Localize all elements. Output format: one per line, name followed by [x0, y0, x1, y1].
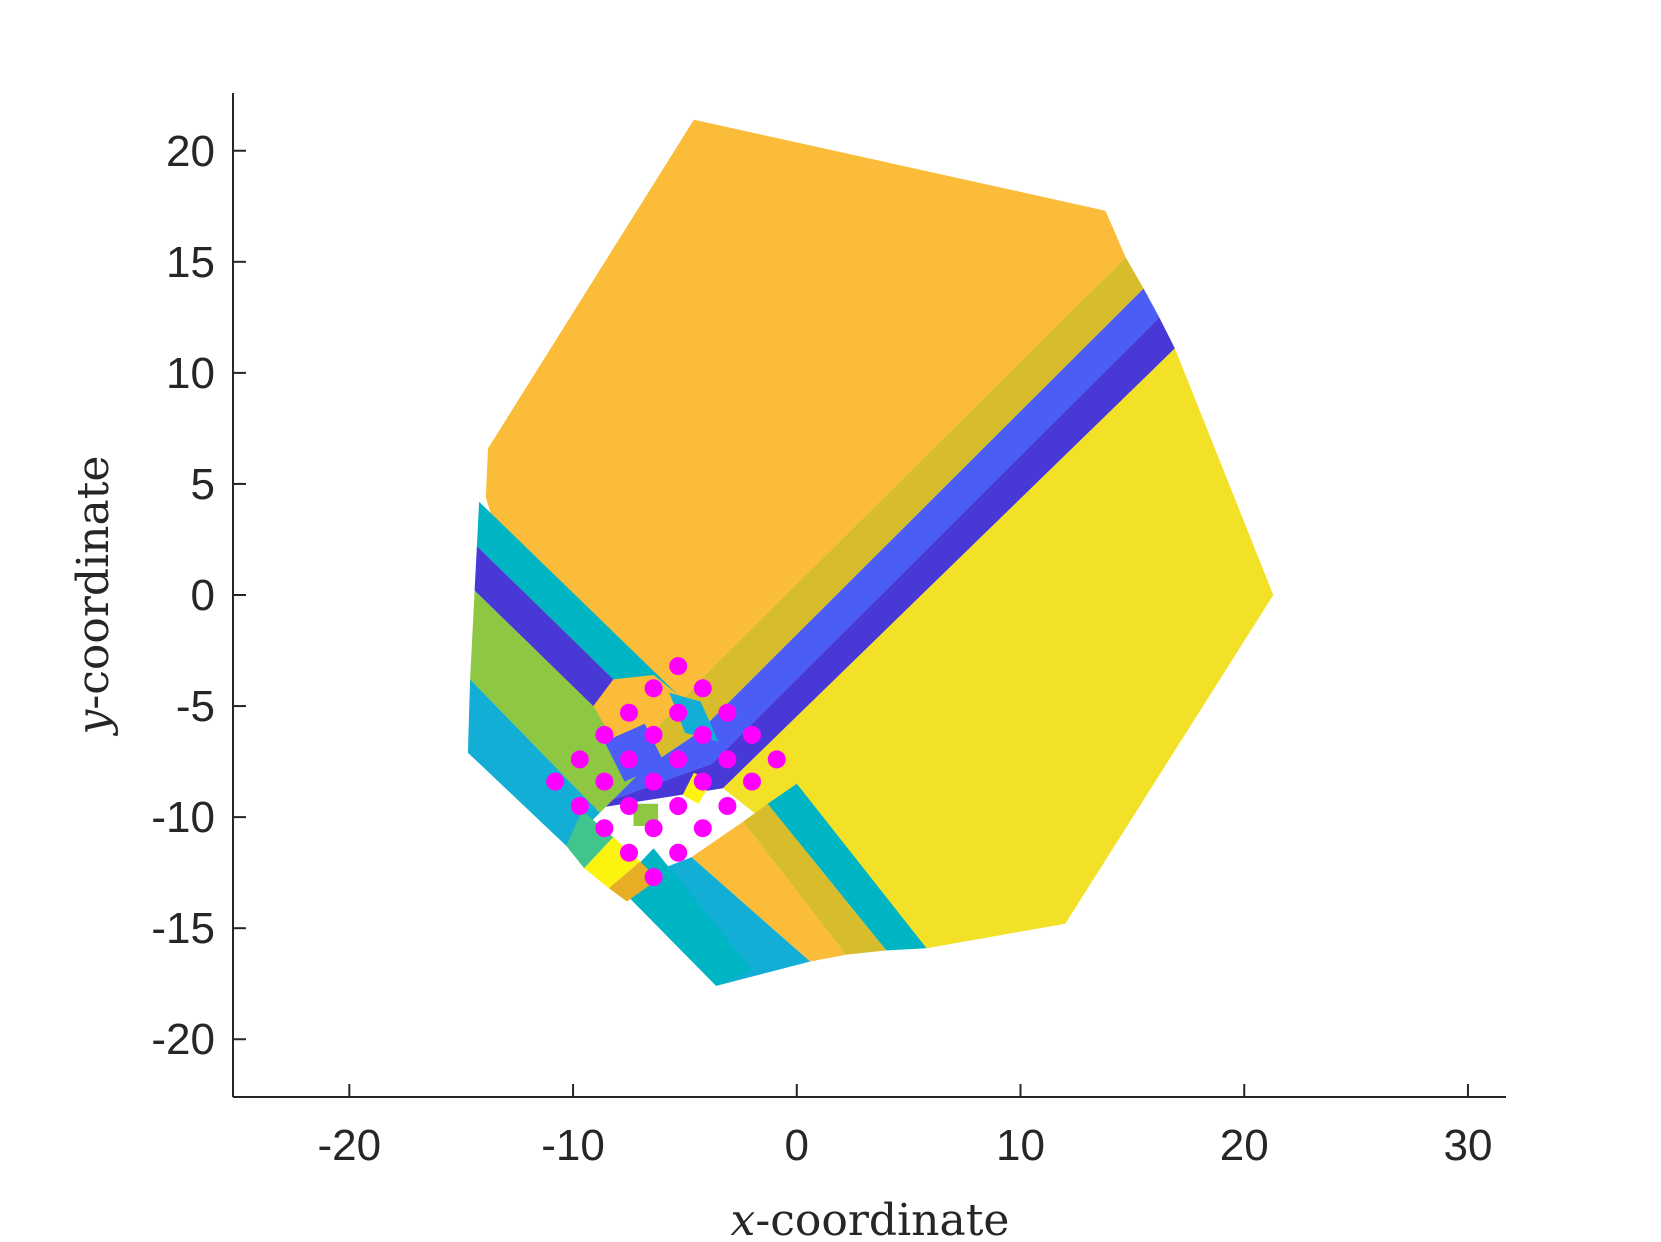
- y-ticks: -20 -15 -10 -5 0 5 10 15 20: [151, 127, 246, 1064]
- region-indigo-6: [474, 546, 614, 707]
- y-tick-label: -5: [176, 682, 215, 731]
- y-tick-label: 0: [191, 571, 215, 620]
- data-point: [669, 657, 688, 676]
- data-point: [669, 750, 688, 769]
- region-orange-11: [691, 821, 846, 962]
- data-point: [767, 750, 786, 769]
- data-point: [620, 750, 638, 769]
- data-point: [570, 750, 589, 769]
- region-olive-1: [582, 257, 1144, 811]
- y-tick-label: -10: [151, 793, 215, 842]
- data-point: [595, 819, 614, 838]
- data-point: [644, 725, 663, 744]
- y-axis-label: y-coordinate: [68, 456, 119, 737]
- x-tick-label: 10: [996, 1121, 1045, 1170]
- region-teal-5: [476, 501, 679, 695]
- scatter-points: [546, 657, 786, 887]
- region-green-14: [566, 810, 614, 869]
- region-dark_orange-16: [608, 861, 659, 902]
- data-point: [693, 772, 712, 791]
- region-indigo-3: [582, 317, 1175, 811]
- data-point: [693, 819, 712, 838]
- region-blue-2: [582, 288, 1160, 811]
- data-point: [644, 819, 663, 838]
- data-point: [669, 843, 688, 862]
- data-point: [669, 703, 688, 722]
- data-point: [669, 797, 688, 815]
- x-tick-label: -20: [318, 1121, 382, 1170]
- data-point: [718, 750, 737, 769]
- region-orange-0: [485, 119, 1126, 811]
- y-tick-label: 20: [166, 127, 215, 176]
- data-point: [546, 772, 565, 791]
- data-point: [718, 797, 737, 815]
- axes: -20 -10 0 10 20 30 -20 -15 -10 -5 0 5 10 15 20: [151, 93, 1506, 1170]
- data-point: [743, 725, 761, 744]
- data-point: [693, 725, 712, 744]
- x-tick-label: 0: [785, 1121, 809, 1170]
- x-tick-label: 30: [1443, 1121, 1492, 1170]
- x-ticks: -20 -10 0 10 20 30: [318, 1084, 1492, 1170]
- region-cyan-8: [467, 679, 600, 846]
- y-tick-label: -20: [151, 1015, 215, 1064]
- data-point: [644, 679, 663, 698]
- data-point: [620, 703, 638, 722]
- y-tick-label: 15: [166, 238, 215, 287]
- y-tick-label: 10: [166, 349, 215, 398]
- x-axis-label: x-coordinate: [731, 1195, 1010, 1242]
- x-tick-label: -10: [541, 1121, 605, 1170]
- region-olive-12: [743, 803, 887, 955]
- y-tick-label: -15: [151, 904, 215, 953]
- region-lime-7: [470, 590, 636, 813]
- data-point: [718, 703, 737, 722]
- data-point: [620, 797, 638, 815]
- colored-regions: [467, 119, 1274, 986]
- y-tick-label: 5: [191, 460, 215, 509]
- data-point: [644, 772, 663, 791]
- x-tick-label: 20: [1220, 1121, 1269, 1170]
- data-point: [595, 772, 614, 791]
- data-point: [620, 843, 638, 862]
- data-point: [693, 679, 712, 698]
- data-point: [595, 725, 614, 744]
- region-yellow-4: [723, 348, 1274, 949]
- region-teal-13: [767, 783, 927, 951]
- data-point: [570, 797, 589, 815]
- data-point: [743, 772, 761, 791]
- data-point: [644, 868, 663, 887]
